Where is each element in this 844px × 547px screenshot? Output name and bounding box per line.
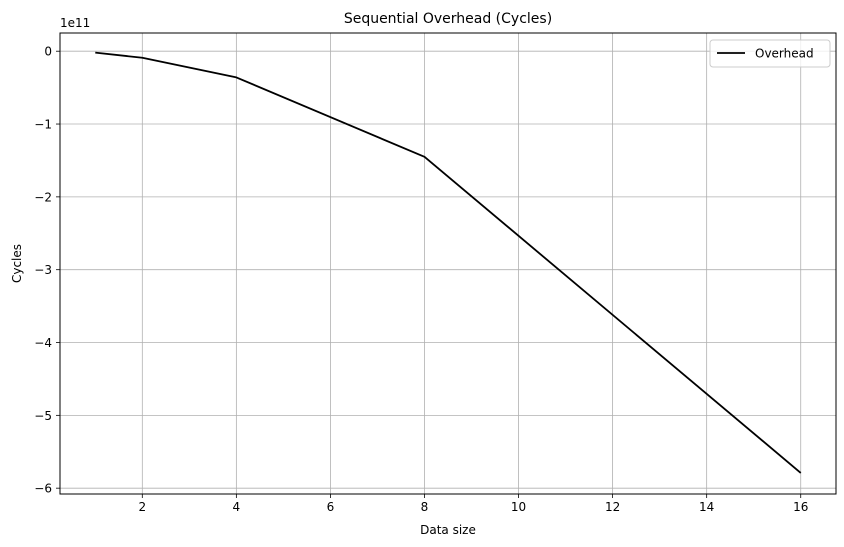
x-tick-label: 10 — [511, 500, 526, 514]
x-tick-label: 16 — [793, 500, 808, 514]
y-tick-label: −4 — [34, 336, 52, 350]
series-layer — [95, 51, 802, 474]
y-axis-ticks: 0 −1 −2 −3 −4 −5 −6 — [34, 45, 60, 496]
y-tick-label: 0 — [44, 45, 52, 59]
y-tick-label: −5 — [34, 409, 52, 423]
x-tick-label: 6 — [327, 500, 335, 514]
x-axis-ticks: 2 4 6 8 10 12 14 16 — [138, 494, 808, 514]
x-axis-label: Data size — [420, 523, 476, 537]
y-tick-label: −3 — [34, 263, 52, 277]
x-tick-label: 12 — [605, 500, 620, 514]
legend: Overhead — [709, 39, 831, 68]
y-tick-label: −2 — [34, 190, 52, 204]
legend-box — [709, 39, 831, 68]
plot-frame — [59, 32, 837, 495]
series-line-overhead — [95, 51, 802, 474]
grid-lines — [60, 33, 836, 494]
x-tick-label: 14 — [699, 500, 714, 514]
legend-label-overhead: Overhead — [755, 47, 814, 61]
y-tick-label: −6 — [34, 482, 52, 496]
y-axis-label: Cycles — [10, 244, 24, 283]
x-tick-label: 8 — [421, 500, 429, 514]
y-tick-label: −1 — [34, 118, 52, 132]
x-tick-label: 4 — [233, 500, 241, 514]
y-offset-label: 1e11 — [60, 16, 90, 30]
chart-title: Sequential Overhead (Cycles) — [344, 11, 552, 27]
x-tick-label: 2 — [138, 500, 146, 514]
